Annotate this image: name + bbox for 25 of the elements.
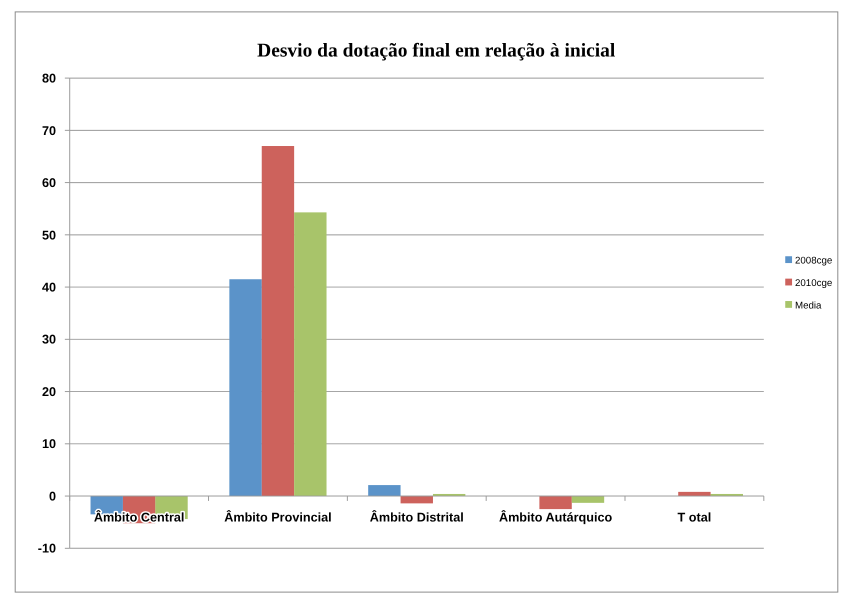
y-tick-label: 10 xyxy=(42,437,56,452)
bar xyxy=(229,279,262,496)
y-tick-label: 40 xyxy=(42,280,56,294)
bar xyxy=(262,146,294,496)
bar xyxy=(294,212,327,496)
y-tick-label: 0 xyxy=(49,489,56,504)
bar xyxy=(539,496,572,510)
chart-title: Desvio da dotação final em relação à inicial xyxy=(257,40,616,62)
x-tick-label: T otal xyxy=(678,510,712,524)
legend-label: 2010cge xyxy=(794,278,832,289)
x-tick-label: Âmbito Autárquico xyxy=(498,509,613,524)
y-tick-label: 70 xyxy=(42,124,56,138)
y-tick-label: 30 xyxy=(42,332,56,347)
y-tick-label: 50 xyxy=(42,228,56,242)
y-tick-label: 20 xyxy=(42,384,56,399)
bar xyxy=(368,485,401,496)
legend-label: Media xyxy=(794,300,822,312)
x-tick-label: Âmbito Provincial xyxy=(224,509,332,524)
legend-label: 2008cge xyxy=(794,256,832,267)
bar xyxy=(400,496,433,504)
y-tick-label: 80 xyxy=(42,72,56,86)
bar xyxy=(572,496,604,503)
y-tick-label: -10 xyxy=(38,542,56,556)
y-tick-label: 60 xyxy=(42,176,56,190)
x-tick-label: Âmbito Distrital xyxy=(370,509,464,524)
